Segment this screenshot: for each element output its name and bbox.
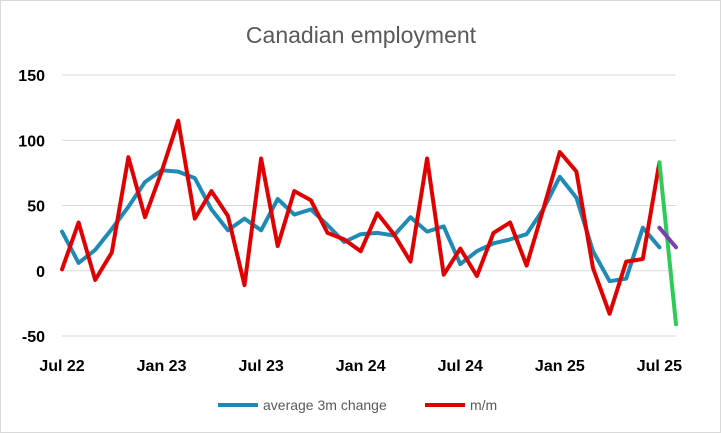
y-tick-label: -50 [22,329,45,346]
legend-label: m/m [470,397,497,413]
x-tick-label: Jan 24 [336,358,386,375]
x-tick-label: Jan 23 [137,358,187,375]
legend: average 3m change m/m [218,397,497,413]
projection-segment [657,160,678,327]
legend-label: average 3m change [263,397,387,413]
y-tick-label: 0 [36,264,45,281]
y-tick-label: 100 [18,133,45,150]
x-axis-tick-labels: Jul 22 Jan 23 Jul 23 Jan 24 Jul 24 Jan 25 Jul … [39,358,682,375]
x-tick-label: Jul 25 [637,358,682,375]
gridlines [62,74,676,337]
x-tick-label: Jul 22 [39,358,84,375]
y-axis-tick-labels: -50 0 50 100 150 [18,68,45,346]
x-tick-label: Jul 24 [438,358,483,375]
x-tick-label: Jul 23 [238,358,283,375]
y-tick-label: 50 [27,199,45,216]
y-tick-label: 150 [18,68,45,85]
series-line-m-m [60,118,662,316]
series-line-average-3m-change [60,168,662,284]
chart-title: Canadian employment [246,22,477,48]
series-lines [60,118,678,327]
x-tick-label: Jan 25 [535,358,585,375]
projection-segment [657,225,678,250]
